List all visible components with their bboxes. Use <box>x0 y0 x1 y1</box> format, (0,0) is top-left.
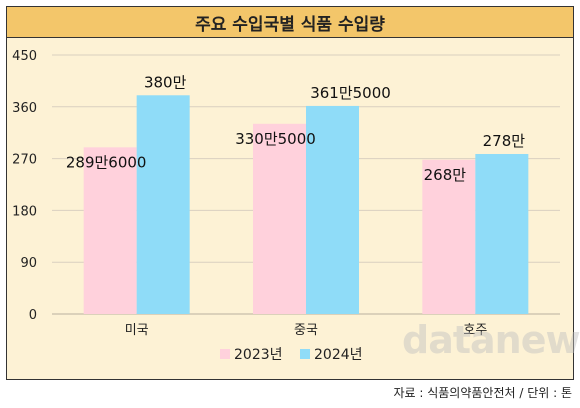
data-label: 278만 <box>483 132 526 150</box>
chart-title: 주요 수입국별 식품 수입량 <box>6 6 574 38</box>
watermark-logo: datanews <box>402 318 580 362</box>
y-tick-label: 180 <box>12 204 37 219</box>
legend-label: 2024년 <box>314 347 363 363</box>
bar <box>422 159 476 314</box>
data-label: 361만5000 <box>310 84 391 102</box>
legend-swatch <box>220 349 230 359</box>
bar <box>83 147 137 314</box>
x-tick-label: 호주 <box>463 323 487 338</box>
source-note: 자료 : 식품의약품안전처 / 단위 : 톤 <box>393 386 572 400</box>
y-tick-label: 90 <box>20 256 37 271</box>
x-tick-label: 미국 <box>125 323 149 338</box>
y-tick-label: 360 <box>12 101 37 116</box>
data-label: 289만6000 <box>66 153 147 171</box>
bar <box>253 123 306 314</box>
data-label: 330만5000 <box>235 130 316 148</box>
bar <box>136 95 190 315</box>
data-label: 268만 <box>424 166 467 184</box>
bar <box>306 105 359 314</box>
bar <box>475 153 529 314</box>
y-tick-label: 0 <box>29 308 37 323</box>
legend-label: 2023년 <box>234 347 283 363</box>
legend-swatch <box>300 349 310 359</box>
x-tick-label: 중국 <box>294 323 318 338</box>
data-label: 380만 <box>144 73 187 91</box>
y-tick-label: 270 <box>12 153 37 168</box>
y-tick-label: 450 <box>12 49 37 64</box>
